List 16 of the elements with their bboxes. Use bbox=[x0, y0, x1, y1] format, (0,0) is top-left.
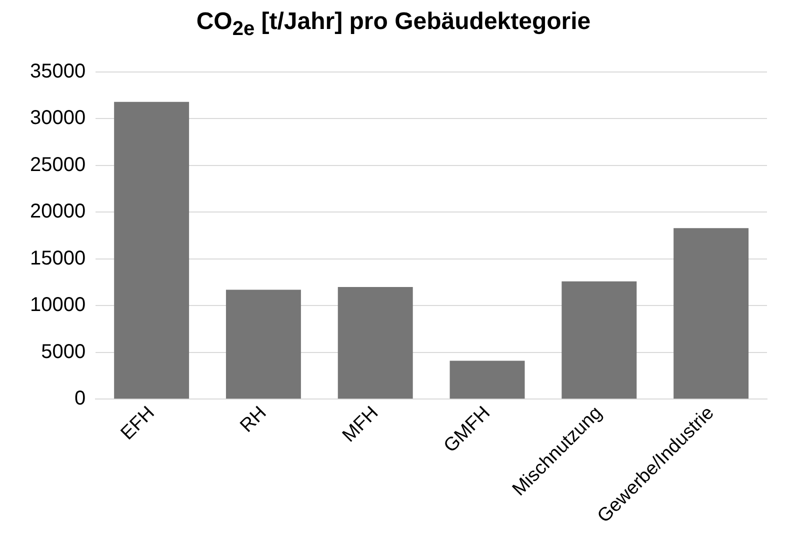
y-tick-label: 35000 bbox=[30, 60, 86, 83]
y-tick-label: 0 bbox=[74, 388, 86, 410]
y-tick-label: 10000 bbox=[30, 294, 86, 316]
y-tick-label: 15000 bbox=[30, 247, 86, 270]
y-tick-label: 5000 bbox=[41, 340, 86, 363]
bar bbox=[674, 228, 749, 399]
chart-title: CO$_{2e}$ [t/Jahr] pro Gebäudektegorie bbox=[195, 8, 592, 41]
x-tick-label: RH bbox=[236, 402, 271, 437]
bar bbox=[450, 360, 525, 399]
y-tick-label: 25000 bbox=[30, 154, 86, 176]
bar bbox=[338, 286, 413, 399]
y-tick-label: 20000 bbox=[30, 200, 86, 223]
y-tick-label: 30000 bbox=[30, 107, 86, 130]
bar bbox=[562, 281, 637, 399]
bar bbox=[114, 102, 190, 399]
bar bbox=[226, 290, 301, 399]
